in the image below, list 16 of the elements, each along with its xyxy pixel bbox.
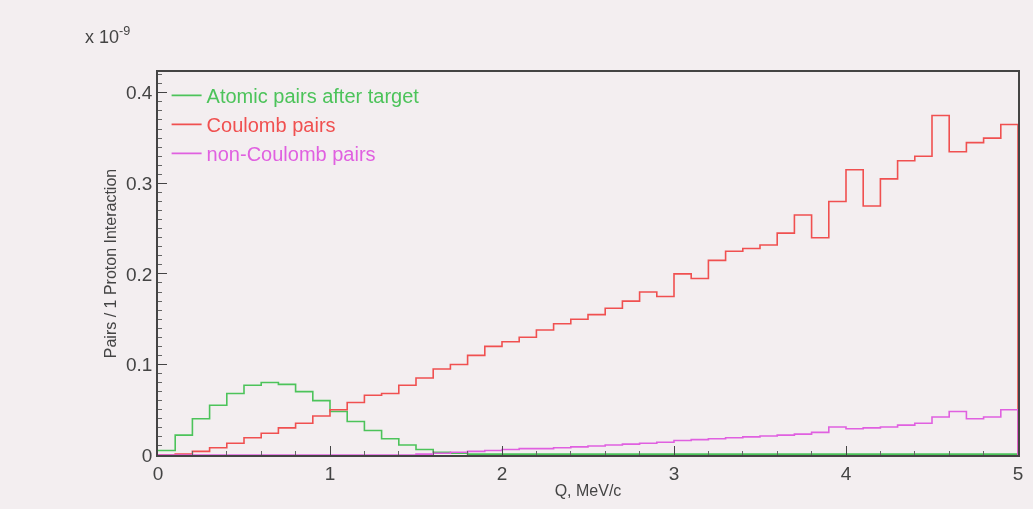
x-tick-label: 4 bbox=[840, 462, 852, 484]
legend-label: non-Coulomb pairs bbox=[206, 143, 376, 166]
legend-label: Coulomb pairs bbox=[206, 114, 336, 137]
x-axis-title: Q, MeV/c bbox=[554, 481, 622, 499]
x-tick-label: 2 bbox=[496, 462, 508, 484]
y-tick-label: 0.4 bbox=[126, 82, 153, 104]
y-tick-label: 0.1 bbox=[126, 354, 153, 376]
x-tick-label: 1 bbox=[324, 462, 336, 484]
y-tick-label: 0.3 bbox=[126, 173, 153, 195]
y-tick-label: 0 bbox=[141, 444, 153, 466]
x-tick-label: 5 bbox=[1012, 462, 1024, 484]
y-tick-label: 0.2 bbox=[126, 263, 153, 285]
legend-label: Atomic pairs after target bbox=[206, 85, 420, 108]
x-tick-label: 3 bbox=[668, 462, 680, 484]
y-axis-title: Pairs / 1 Proton Interaction bbox=[101, 168, 119, 359]
text: x 10$^{-9}$ bbox=[85, 24, 131, 47]
